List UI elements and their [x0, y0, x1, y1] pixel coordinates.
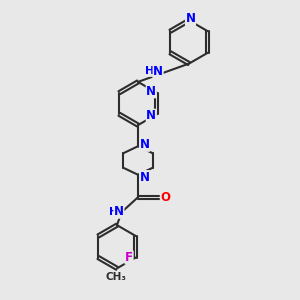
- Text: F: F: [125, 251, 133, 264]
- Text: N: N: [153, 65, 163, 78]
- Text: N: N: [114, 205, 124, 218]
- Text: N: N: [146, 109, 156, 122]
- Text: N: N: [140, 138, 150, 151]
- Text: N: N: [185, 12, 196, 26]
- Text: H: H: [109, 207, 118, 217]
- Text: H: H: [146, 66, 154, 76]
- Text: CH₃: CH₃: [106, 272, 127, 282]
- Text: N: N: [140, 171, 150, 184]
- Text: N: N: [146, 85, 156, 98]
- Text: O: O: [160, 191, 171, 204]
